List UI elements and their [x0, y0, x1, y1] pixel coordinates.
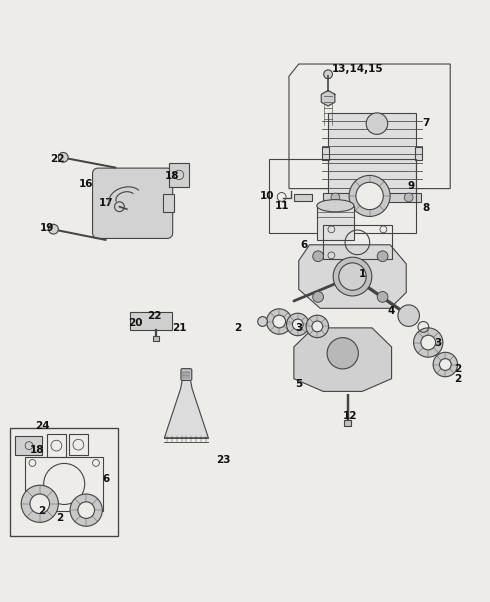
Circle shape — [78, 502, 95, 518]
Bar — [130, 312, 172, 330]
Circle shape — [306, 315, 329, 338]
Circle shape — [398, 305, 419, 326]
Circle shape — [258, 317, 268, 326]
Bar — [153, 336, 159, 341]
Text: 10: 10 — [260, 191, 274, 201]
Polygon shape — [294, 328, 392, 391]
Text: 11: 11 — [274, 200, 289, 211]
Bar — [344, 420, 351, 426]
Circle shape — [349, 175, 390, 217]
Bar — [15, 436, 42, 455]
Bar — [163, 194, 173, 212]
Circle shape — [30, 494, 49, 514]
Text: 7: 7 — [422, 117, 429, 128]
Circle shape — [115, 202, 124, 211]
Circle shape — [273, 315, 286, 328]
Text: 16: 16 — [79, 179, 94, 189]
Text: 19: 19 — [40, 223, 54, 233]
Bar — [169, 163, 189, 187]
Bar — [323, 193, 421, 202]
Circle shape — [377, 251, 388, 262]
Text: 20: 20 — [128, 318, 142, 328]
Circle shape — [21, 485, 58, 523]
Bar — [69, 434, 88, 455]
Ellipse shape — [317, 200, 354, 212]
FancyBboxPatch shape — [181, 368, 192, 380]
Text: 24: 24 — [35, 421, 49, 430]
Bar — [270, 160, 416, 232]
Bar — [323, 225, 392, 259]
Circle shape — [366, 113, 388, 134]
Bar — [322, 147, 329, 160]
Polygon shape — [299, 245, 406, 308]
Circle shape — [433, 352, 458, 377]
Text: 13,14,15: 13,14,15 — [332, 64, 383, 74]
Text: 2: 2 — [234, 323, 241, 333]
Bar — [317, 206, 354, 240]
Circle shape — [293, 319, 303, 330]
Circle shape — [404, 193, 413, 202]
Text: 17: 17 — [98, 198, 113, 208]
Bar — [10, 428, 118, 536]
Text: 23: 23 — [216, 455, 230, 465]
Bar — [25, 457, 103, 511]
Circle shape — [440, 359, 451, 370]
Text: 12: 12 — [343, 411, 357, 421]
Text: 2: 2 — [454, 374, 461, 384]
Circle shape — [356, 182, 383, 209]
Bar — [294, 193, 313, 201]
Text: 3: 3 — [434, 338, 441, 347]
Polygon shape — [164, 370, 208, 438]
Text: 3: 3 — [295, 323, 302, 333]
Bar — [47, 434, 66, 458]
Text: 22: 22 — [147, 311, 162, 321]
Circle shape — [267, 309, 292, 334]
Circle shape — [312, 321, 323, 332]
Text: 6: 6 — [300, 240, 307, 250]
Circle shape — [333, 257, 372, 296]
Text: 22: 22 — [49, 154, 64, 164]
Text: 18: 18 — [30, 445, 45, 455]
Text: 21: 21 — [172, 323, 186, 333]
Text: 4: 4 — [388, 306, 395, 316]
Circle shape — [313, 291, 323, 302]
Circle shape — [377, 291, 388, 302]
Circle shape — [313, 251, 323, 262]
Circle shape — [49, 225, 58, 234]
Circle shape — [287, 313, 309, 336]
Circle shape — [339, 263, 366, 290]
Text: 5: 5 — [295, 379, 302, 389]
Bar — [328, 113, 416, 196]
Text: 6: 6 — [102, 474, 109, 485]
Circle shape — [331, 193, 340, 202]
Polygon shape — [321, 90, 335, 106]
Circle shape — [414, 328, 443, 357]
Circle shape — [421, 335, 436, 350]
Circle shape — [58, 152, 68, 162]
Text: 2: 2 — [56, 514, 63, 523]
Text: 8: 8 — [422, 203, 429, 213]
Bar — [415, 147, 422, 160]
Circle shape — [327, 338, 358, 369]
Text: 1: 1 — [359, 269, 366, 279]
Text: 18: 18 — [165, 172, 179, 181]
FancyBboxPatch shape — [93, 168, 172, 238]
Circle shape — [70, 494, 102, 526]
Text: 9: 9 — [408, 181, 415, 191]
Text: 2: 2 — [454, 364, 461, 374]
Text: 2: 2 — [39, 506, 46, 516]
Circle shape — [324, 70, 332, 79]
